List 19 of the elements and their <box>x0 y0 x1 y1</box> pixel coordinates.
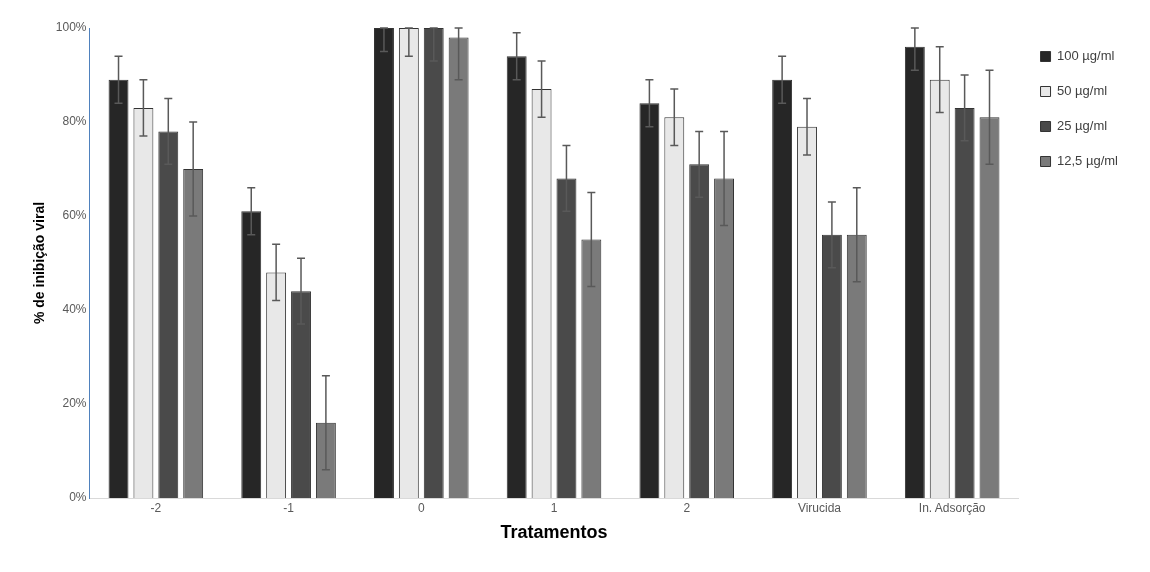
y-axis-title: % de inibição viral <box>31 201 48 325</box>
x-tick-label: 2 <box>683 500 691 515</box>
y-tick-label: 0% <box>69 490 87 505</box>
x-tick-label: In. Adsorção <box>918 500 986 515</box>
y-tick-label: 80% <box>62 114 87 129</box>
legend-label: 50 µg/ml <box>1057 83 1108 99</box>
y-tick-label: 60% <box>62 208 87 223</box>
y-tick-label: 20% <box>62 396 87 411</box>
x-tick-label: 1 <box>550 500 558 515</box>
legend-label: 25 µg/ml <box>1057 118 1108 134</box>
legend-label: 12,5 µg/ml <box>1057 153 1119 169</box>
x-axis-title: Tratamentos <box>500 522 608 543</box>
x-tick-label: Virucida <box>797 500 842 515</box>
y-tick-label: 40% <box>62 302 87 317</box>
x-tick-label: 0 <box>417 500 425 515</box>
legend-label: 100 µg/ml <box>1057 48 1115 64</box>
x-tick-label: -1 <box>283 500 295 515</box>
y-tick-label: 100% <box>55 20 87 35</box>
x-tick-label: -2 <box>150 500 162 515</box>
